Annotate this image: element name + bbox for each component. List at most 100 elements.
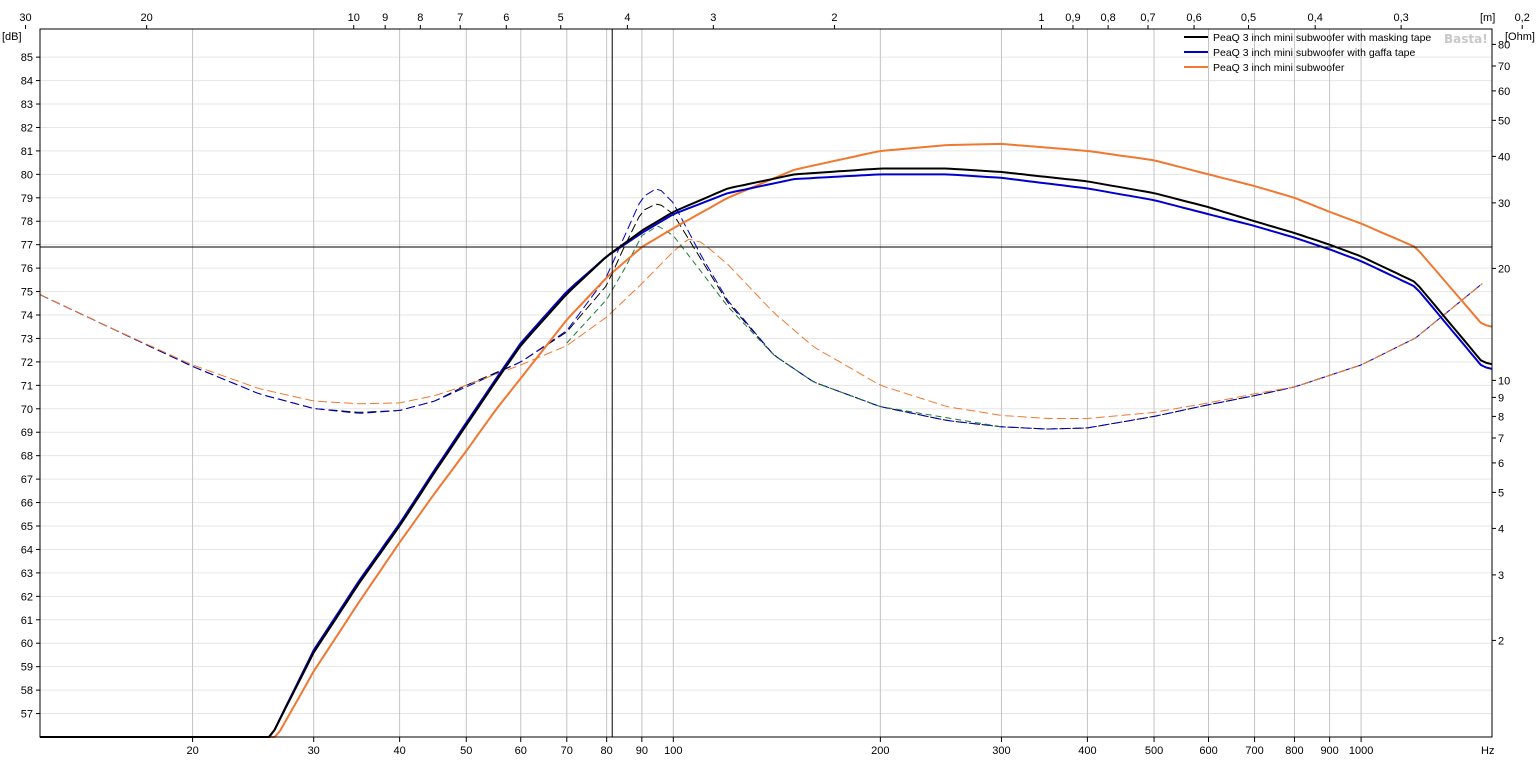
legend-label-2: PeaQ 3 inch mini subwoofer with gaffa ta… [1213,47,1416,59]
y-left-tick-label: 71 [21,380,33,392]
y-left-tick-label: 59 [21,662,33,674]
top-axis-tick-label: 0,2 [1515,12,1530,24]
y-left-tick-label: 72 [21,357,33,369]
y-left-tick-label: 65 [21,521,33,533]
x-tick-label: 70 [561,745,573,757]
top-axis-tick-label: 20 [141,12,153,24]
top-axis-tick-label: 5 [558,12,564,24]
top-axis-tick-label: 7 [457,12,463,24]
x-tick-label: 900 [1320,745,1338,757]
y-left-tick-label: 75 [21,287,33,299]
top-axis-tick-label: 0,5 [1241,12,1256,24]
y-right-tick-label: 2 [1498,635,1504,647]
y-right-tick-label: 70 [1498,61,1510,73]
y-left-tick-label: 62 [21,591,33,603]
y-left-tick-label: 73 [21,333,33,345]
y-right-tick-label: 50 [1498,115,1510,127]
y-left-tick-label: 83 [21,99,33,111]
y-left-tick-label: 74 [21,310,33,322]
minor-gridlines [40,56,1492,715]
x-tick-label: 30 [308,745,320,757]
plot-frame [39,28,1493,738]
legend-label-1: PeaQ 3 inch mini subwoofer with masking … [1213,32,1431,44]
y-right-tick-label: 60 [1498,86,1510,98]
x-tick-label: 20 [186,745,198,757]
y-left-tick-label: 63 [21,568,33,580]
top-axis-tick-label: 30 [19,12,31,24]
y-right-tick-label: 3 [1498,570,1504,582]
x-tick-label: 80 [601,745,613,757]
y-left-tick-label: 67 [21,474,33,486]
x-tick-label: 40 [393,745,405,757]
x-tick-label: 1000 [1349,745,1373,757]
y-right-tick-label: 4 [1498,523,1504,535]
y-left-tick-label: 57 [21,709,33,721]
spl-curve-1 [40,167,1493,738]
top-axis-tick-label: 8 [417,12,423,24]
x-tick-label: 600 [1199,745,1217,757]
y-left-tick-label: 64 [21,544,33,556]
top-axis-tick-label: 0,3 [1393,12,1408,24]
y-left-tick-label: 69 [21,427,33,439]
y-right-tick-label: 9 [1498,392,1504,404]
legend-label-3: PeaQ 3 inch mini subwoofer [1213,62,1345,74]
y-right-tick-label: 7 [1498,433,1504,445]
x-tick-label: 200 [871,745,889,757]
major-gridlines [192,29,1362,737]
y-left-tick-label: 79 [21,193,33,205]
curves [39,142,1493,738]
y-left-tick-label: 58 [21,685,33,697]
y-right-unit-label: [Ohm] [1505,31,1535,43]
y-left-tick-label: 60 [21,638,33,650]
x-tick-label: 700 [1245,745,1263,757]
y-left-unit-label: [dB] [2,31,22,43]
y-right-tick-label: 20 [1498,263,1510,275]
y-left-tick-label: 78 [21,216,33,228]
y-left-tick-label: 66 [21,498,33,510]
x-tick-label: 300 [992,745,1010,757]
axis-labels: [dB] [Ohm] [m] Hz Basta! 575859606162636… [2,12,1535,757]
top-axis-tick-label: 10 [348,12,360,24]
legend: PeaQ 3 inch mini subwoofer with masking … [1184,32,1431,74]
top-axis-tick-label: 0,4 [1308,12,1323,24]
top-axis-tick-label: 4 [624,12,630,24]
x-tick-label: 800 [1285,745,1303,757]
x-tick-label: 400 [1078,745,1096,757]
impedance-curve-2 [39,188,1483,430]
top-axis-tick-label: 2 [831,12,837,24]
impedance-curve-3 [39,238,1483,419]
x-tick-label: 100 [664,745,682,757]
top-axis-tick-label: 0,9 [1065,12,1080,24]
top-axis-tick-label: 6 [503,12,509,24]
spl-curve-3 [40,142,1493,738]
y-right-tick-label: 6 [1498,458,1504,470]
y-left-tick-label: 77 [21,240,33,252]
top-axis-tick-label: 3 [710,12,716,24]
x-tick-label: 90 [636,745,648,757]
y-right-tick-label: 5 [1498,487,1504,499]
top-axis-tick-label: 1 [1038,12,1044,24]
x-tick-label: 500 [1145,745,1163,757]
y-left-tick-label: 85 [21,52,33,64]
y-left-tick-label: 81 [21,146,33,158]
y-left-tick-label: 80 [21,169,33,181]
y-right-tick-label: 30 [1498,198,1510,210]
y-right-tick-label: 40 [1498,151,1510,163]
y-left-tick-label: 70 [21,404,33,416]
y-right-tick-label: 10 [1498,375,1510,387]
watermark: Basta! [1444,32,1488,46]
y-left-tick-label: 82 [21,122,33,134]
top-axis-tick-label: 0,7 [1140,12,1155,24]
x-tick-label: 50 [460,745,472,757]
top-axis-unit-label: [m] [1480,12,1495,24]
cursor-crosshair [40,29,1492,737]
y-left-tick-label: 76 [21,263,33,275]
top-axis-tick-label: 0,6 [1186,12,1201,24]
x-axis-unit-label: Hz [1481,745,1494,757]
y-left-tick-label: 84 [21,76,33,88]
y-left-tick-label: 61 [21,615,33,627]
y-left-tick-label: 68 [21,451,33,463]
y-right-tick-label: 80 [1498,39,1510,51]
